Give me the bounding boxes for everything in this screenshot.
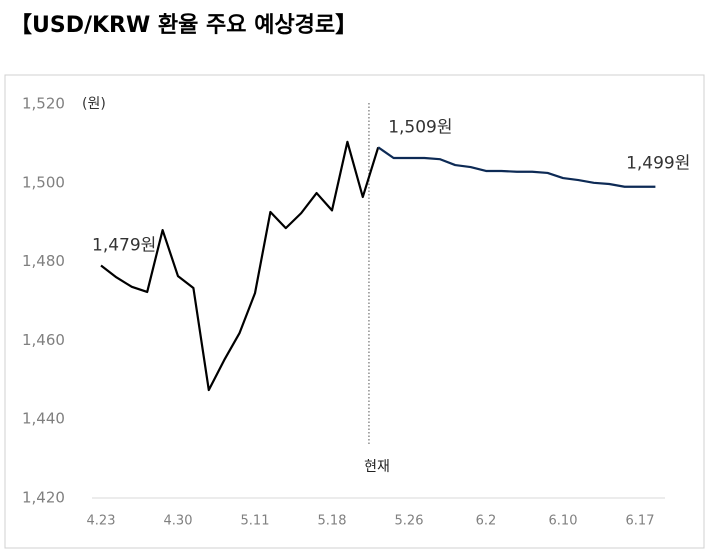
x-tick-label: 6.2 xyxy=(476,514,497,529)
series-line xyxy=(100,140,380,392)
y-tick-label: 1,500 xyxy=(22,173,65,191)
y-tick-label: 1,520 xyxy=(22,95,65,113)
y-tick-label: 1,440 xyxy=(22,410,65,428)
y-tick-label: 1,460 xyxy=(22,331,65,349)
data-label: 1,509원 xyxy=(388,117,452,137)
x-tick-label: 5.18 xyxy=(318,514,347,529)
x-tick-label: 5.11 xyxy=(241,514,270,529)
x-tick-label: 4.30 xyxy=(164,514,193,529)
data-label: 1,499원 xyxy=(626,154,690,174)
chart-title: 【USD/KRW 환율 주요 예상경로】 xyxy=(10,13,357,38)
series-line xyxy=(377,146,656,188)
x-tick-label: 5.26 xyxy=(395,514,424,529)
chart-frame xyxy=(4,74,705,549)
x-tick-label: 4.23 xyxy=(87,514,116,529)
y-unit: (원) xyxy=(82,96,106,112)
x-tick-label: 6.10 xyxy=(549,514,578,529)
x-tick-label: 6.17 xyxy=(626,514,655,529)
y-tick-label: 1,480 xyxy=(22,252,65,270)
data-label: 1,479원 xyxy=(92,236,156,256)
y-tick-label: 1,420 xyxy=(22,489,65,507)
current-label: 현재 xyxy=(364,459,390,475)
